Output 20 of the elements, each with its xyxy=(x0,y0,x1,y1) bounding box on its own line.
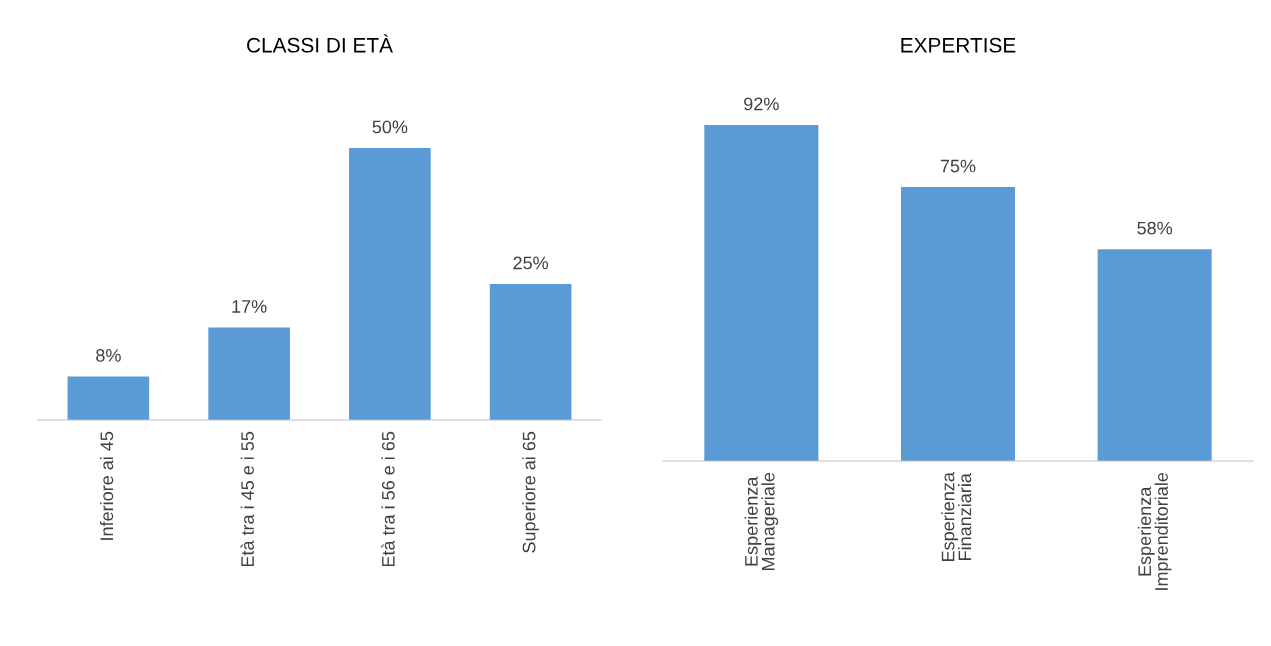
data-label: 17% xyxy=(232,300,267,313)
chart-title: CLASSI DI ETÀ xyxy=(247,34,393,53)
x-tick-label: Inferiore ai 45 xyxy=(99,431,114,540)
data-label: 75% xyxy=(940,159,976,173)
chart-title: EXPERTISE xyxy=(901,37,1016,53)
x-tick-label: Esperienza Manageriale xyxy=(744,472,779,570)
x-tick-label: Età tra i 45 e i 55 xyxy=(240,431,254,567)
data-label: 50% xyxy=(372,120,408,134)
x-tick-label: Superiore ai 65 xyxy=(522,431,540,553)
bar xyxy=(489,284,572,420)
bar xyxy=(67,376,150,420)
data-label: 58% xyxy=(1137,221,1173,235)
data-label: 25% xyxy=(513,256,549,270)
data-label: 8% xyxy=(96,349,121,362)
data-label: 92% xyxy=(744,97,779,111)
x-tick-label: Esperienza Finanziaria xyxy=(941,472,972,561)
bar xyxy=(208,327,290,420)
x-tick-label: Esperienza Imprenditoriale xyxy=(1137,472,1172,590)
x-tick-label: Età tra i 56 e i 65 xyxy=(381,431,395,567)
bar xyxy=(349,148,431,420)
